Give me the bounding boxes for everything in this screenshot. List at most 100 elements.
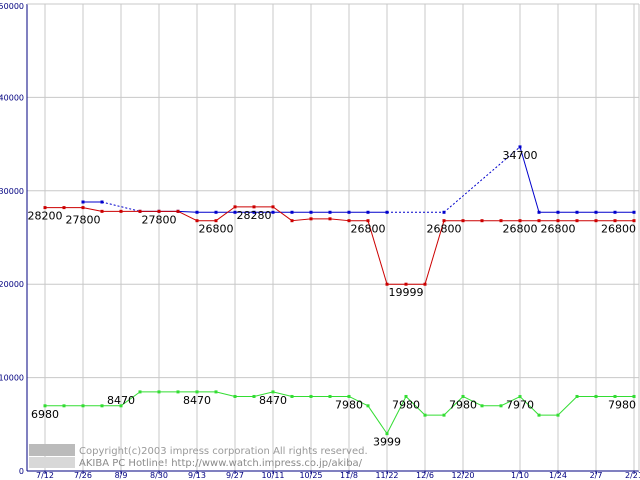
data-label: 26800: [503, 223, 538, 236]
y-tick-label: 40000: [0, 93, 24, 102]
series-3-segment: [519, 396, 540, 416]
x-tick-label: 2/7: [590, 471, 603, 480]
series-3-point: [518, 395, 522, 399]
series-1-point: [195, 210, 199, 214]
series-3-point: [575, 394, 579, 398]
series-2-point: [499, 219, 503, 223]
series-1-point: [632, 210, 636, 214]
series-3-point: [328, 394, 332, 398]
series-3-segment: [253, 391, 274, 397]
series-2-point: [81, 206, 85, 210]
series-3-point: [442, 413, 446, 417]
data-label: 27800: [66, 213, 101, 226]
x-tick-label: 8/9: [115, 471, 128, 480]
series-3-segment: [120, 391, 141, 407]
series-3-segment: [386, 396, 407, 434]
data-label: 26800: [351, 223, 386, 236]
x-tick-label: 8/30: [150, 471, 168, 480]
series-1-point: [290, 210, 294, 214]
series-3-segment: [500, 396, 521, 407]
series-2-point: [100, 209, 104, 213]
y-tick-label: 50000: [0, 2, 24, 11]
x-tick-label: 9/13: [188, 471, 206, 480]
watermark: Copyright(c)2003 impress corporation All…: [29, 444, 368, 469]
series-2-segment: [215, 206, 236, 222]
series-2-point: [309, 217, 313, 221]
series-1-point: [214, 210, 218, 214]
x-tick-label: 9/27: [226, 471, 244, 480]
data-label: 26800: [427, 223, 462, 236]
series-3-segment: [272, 391, 293, 397]
series-1-segment: [177, 210, 198, 213]
series-3-point: [43, 404, 47, 408]
series-3-point: [214, 390, 218, 394]
series-2-point: [43, 206, 47, 210]
series-1-point: [347, 210, 351, 214]
series-3-point: [100, 404, 104, 408]
x-tick-label: 12/6: [416, 471, 434, 480]
series-2-point: [328, 217, 332, 221]
data-label: 8470: [183, 394, 211, 407]
data-label: 26800: [199, 223, 234, 236]
series-3-point: [347, 394, 351, 398]
series-1-point: [537, 210, 541, 214]
series-1-point: [233, 210, 237, 214]
series-2-segment: [272, 206, 293, 222]
series-3-segment: [443, 396, 464, 416]
series-3-point: [309, 394, 313, 398]
series-2-point: [575, 219, 579, 223]
series-3-point: [613, 394, 617, 398]
data-label: 7970: [506, 399, 534, 412]
series-3-segment: [557, 396, 578, 416]
series-2-point: [366, 219, 370, 223]
series-3-point: [499, 404, 503, 408]
series-2-point: [290, 219, 294, 223]
series-1-point: [328, 210, 332, 214]
series-3-segment: [367, 405, 388, 434]
series-2-point: [385, 282, 389, 286]
series-1-point: [309, 210, 313, 214]
data-label: 7980: [449, 398, 477, 411]
data-label: 26800: [541, 223, 576, 236]
x-tick-label: 11/8: [340, 471, 358, 480]
series-2-point: [632, 219, 636, 223]
series-3-point: [404, 394, 408, 398]
x-tick-label: 10/25: [299, 471, 322, 480]
akiba-logo: [29, 444, 75, 468]
y-tick-label: 30000: [0, 187, 24, 196]
series-3-segment: [462, 396, 483, 407]
series-lines: [43, 145, 636, 436]
series-3-point: [176, 390, 180, 394]
series-3-point: [195, 390, 199, 394]
series-1-segment: [519, 146, 540, 213]
series-1-point: [594, 210, 598, 214]
series-2-point: [613, 219, 617, 223]
x-tick-label: 10/11: [261, 471, 284, 480]
x-tick-label: 1/24: [549, 471, 567, 480]
series-2-point: [461, 219, 465, 223]
data-label: 26800: [601, 223, 636, 236]
series-1-point: [385, 210, 389, 214]
data-labels: 28200 27800 278002680028280268001999926800…: [28, 149, 637, 449]
series-2-segment: [329, 218, 350, 222]
data-label: 34700: [503, 149, 538, 162]
x-tick-label: 1/10: [511, 471, 529, 480]
series-3-point: [271, 390, 275, 394]
series-2-point: [252, 205, 256, 209]
series-2-point: [594, 219, 598, 223]
x-tick-label: 7/12: [36, 471, 54, 480]
series-2-point: [537, 219, 541, 223]
x-tick-label: 2/21: [625, 471, 640, 480]
x-tick-label: 12/20: [451, 471, 474, 480]
series-1-point: [442, 210, 446, 214]
series-1-segment: [443, 146, 521, 213]
series-2-segment: [291, 218, 312, 222]
data-label: 28280: [237, 209, 272, 222]
series-3-point: [632, 394, 636, 398]
data-label: 7980: [392, 398, 420, 411]
y-tick-label: 10000: [0, 374, 24, 383]
series-2-segment: [367, 220, 388, 285]
series-1-segment: [101, 201, 141, 212]
series-3-point: [157, 390, 161, 394]
